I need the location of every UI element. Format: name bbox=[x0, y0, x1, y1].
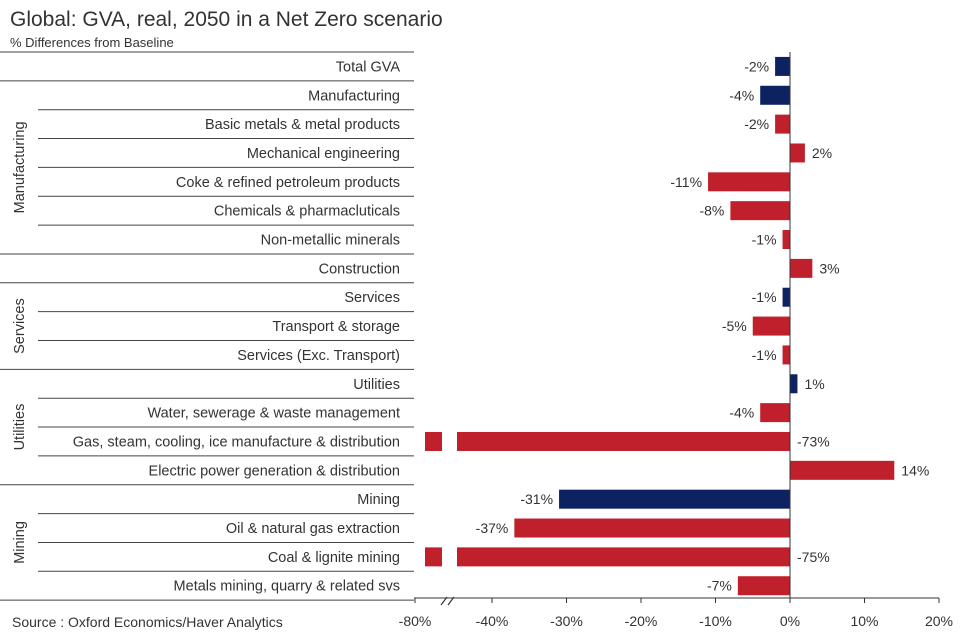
category-label: Oil & natural gas extraction bbox=[226, 521, 400, 537]
x-axis: -80% -40% -30% -20% -10% 0% 10% 20% bbox=[399, 52, 953, 629]
bar bbox=[760, 403, 790, 423]
value-label: -2% bbox=[744, 116, 769, 132]
category-label: Water, sewerage & waste management bbox=[147, 406, 400, 422]
x-tick-label: 20% bbox=[925, 613, 953, 629]
bar bbox=[790, 374, 798, 394]
category-label: Coal & lignite mining bbox=[268, 550, 400, 566]
bar bbox=[790, 143, 805, 163]
x-tick-label: -10% bbox=[699, 613, 732, 629]
bar bbox=[760, 85, 790, 105]
group-label: Mining bbox=[12, 521, 28, 564]
category-label: Chemicals & pharmacluticals bbox=[214, 204, 400, 220]
bar bbox=[782, 345, 790, 365]
value-label: -75% bbox=[797, 549, 830, 565]
group-label: Manufacturing bbox=[12, 121, 28, 213]
category-label: Services bbox=[344, 290, 400, 306]
value-label: -7% bbox=[707, 578, 732, 594]
category-label: Non-metallic minerals bbox=[261, 233, 400, 249]
bar bbox=[790, 460, 895, 480]
x-tick-label: -40% bbox=[476, 613, 509, 629]
value-label: -4% bbox=[729, 87, 754, 103]
chart-title: Global: GVA, real, 2050 in a Net Zero sc… bbox=[10, 8, 443, 31]
chart-subtitle: % Differences from Baseline bbox=[10, 35, 174, 50]
axis-break-mark bbox=[447, 596, 455, 606]
category-label: Mining bbox=[357, 492, 400, 508]
x-tick-label: 10% bbox=[850, 613, 878, 629]
bar bbox=[752, 316, 790, 336]
value-label: -31% bbox=[520, 491, 553, 507]
value-label: -73% bbox=[797, 433, 830, 449]
value-label: 2% bbox=[812, 145, 832, 161]
value-label: -11% bbox=[670, 174, 702, 190]
category-label: Services (Exc. Transport) bbox=[237, 348, 400, 364]
bar bbox=[708, 172, 790, 192]
bar bbox=[775, 114, 790, 134]
bar bbox=[737, 576, 790, 596]
category-label: Coke & refined petroleum products bbox=[176, 175, 400, 191]
bar bbox=[559, 489, 790, 509]
value-label: 1% bbox=[804, 376, 824, 392]
x-tick-label: -30% bbox=[550, 613, 583, 629]
category-label: Utilities bbox=[353, 377, 400, 393]
category-label: Total GVA bbox=[336, 59, 401, 75]
value-label: -1% bbox=[752, 289, 777, 305]
category-label: Gas, steam, cooling, ice manufacture & d… bbox=[73, 434, 400, 450]
x-tick-label: 0% bbox=[780, 613, 800, 629]
group-label: Utilities bbox=[12, 404, 28, 451]
bar bbox=[730, 201, 790, 221]
category-label: Transport & storage bbox=[272, 319, 400, 335]
bar-break-stub bbox=[425, 431, 442, 451]
category-label: Construction bbox=[319, 261, 400, 277]
value-label: -8% bbox=[699, 203, 724, 219]
bar bbox=[457, 547, 790, 567]
x-tick-label: -80% bbox=[399, 613, 432, 629]
category-label: Basic metals & metal products bbox=[205, 117, 400, 133]
bars: -2% -4% -2% 2% -11% -8% -1% 3% -1% -5% -1% 1% -4% -73… bbox=[425, 56, 929, 596]
bar bbox=[775, 56, 790, 76]
value-label: -37% bbox=[476, 520, 509, 536]
category-label: Metals mining, quarry & related svs bbox=[174, 579, 400, 595]
category-label: Mechanical engineering bbox=[247, 146, 400, 162]
category-label: Electric power generation & distribution bbox=[149, 463, 400, 479]
value-label: -4% bbox=[729, 405, 754, 421]
value-label: -2% bbox=[744, 58, 769, 74]
value-label: 3% bbox=[819, 260, 839, 276]
group-label: Services bbox=[12, 298, 28, 354]
value-label: -5% bbox=[722, 318, 747, 334]
value-label: -1% bbox=[752, 232, 777, 248]
axis-break-mark bbox=[440, 596, 448, 606]
value-label: -1% bbox=[752, 347, 777, 363]
source-note: Source : Oxford Economics/Haver Analytic… bbox=[12, 614, 283, 630]
value-label: 14% bbox=[901, 462, 929, 478]
bar bbox=[790, 258, 813, 278]
bar-break-stub bbox=[425, 547, 442, 567]
group-labels: Manufacturing Services Utilities Mining bbox=[12, 121, 28, 564]
x-tick-label: -20% bbox=[625, 613, 658, 629]
category-rows: Total GVA Manufacturing Basic metals & met… bbox=[0, 51, 414, 601]
bar bbox=[782, 287, 790, 307]
bar bbox=[457, 431, 790, 451]
category-label: Manufacturing bbox=[308, 88, 400, 104]
bar bbox=[782, 230, 790, 250]
bar bbox=[514, 518, 790, 538]
